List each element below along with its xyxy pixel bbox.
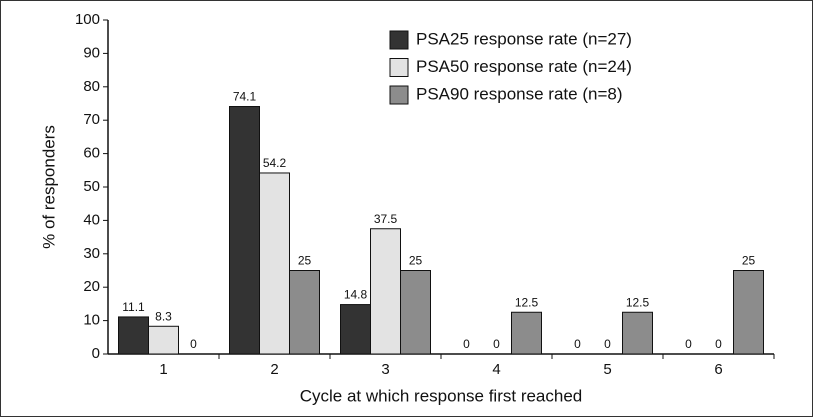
y-tick-label: 80 xyxy=(83,78,100,95)
value-label: 54.2 xyxy=(263,156,287,170)
value-label: 0 xyxy=(685,337,692,351)
y-tick-label: 40 xyxy=(83,211,100,228)
value-label: 0 xyxy=(604,337,611,351)
value-label: 0 xyxy=(574,337,581,351)
value-label: 0 xyxy=(715,337,722,351)
y-tick-label: 10 xyxy=(83,312,100,329)
y-tick-label: 20 xyxy=(83,278,100,295)
bar xyxy=(259,172,290,355)
legend-label: PSA50 response rate (n=24) xyxy=(416,57,632,76)
value-label: 25 xyxy=(742,254,756,268)
legend-label: PSA90 response rate (n=8) xyxy=(416,84,622,103)
value-label: 25 xyxy=(298,254,312,268)
value-label: 37.5 xyxy=(374,212,398,226)
y-tick-label: 30 xyxy=(83,245,100,262)
value-label: 14.8 xyxy=(344,288,368,302)
y-tick-label: 70 xyxy=(83,111,100,128)
bar xyxy=(511,311,542,355)
bar xyxy=(622,311,653,355)
value-label: 0 xyxy=(493,337,500,351)
x-tick-label: 2 xyxy=(270,361,278,378)
value-label: 8.3 xyxy=(155,309,172,323)
y-tick-label: 90 xyxy=(83,44,100,61)
bar xyxy=(370,228,401,355)
value-label: 74.1 xyxy=(233,90,257,104)
x-tick-label: 3 xyxy=(381,361,389,378)
legend-label: PSA25 response rate (n=27) xyxy=(416,29,632,48)
bar xyxy=(148,325,179,355)
value-label: 12.5 xyxy=(626,295,650,309)
y-tick-label: 0 xyxy=(92,345,100,362)
y-axis-title: % of responders xyxy=(39,125,58,249)
legend-swatch xyxy=(389,30,409,50)
bar xyxy=(340,304,371,355)
x-tick-label: 4 xyxy=(492,361,500,378)
y-tick-label: 60 xyxy=(83,145,100,162)
bar xyxy=(118,316,149,355)
y-tick-label: 100 xyxy=(75,11,100,28)
value-label: 11.1 xyxy=(122,300,145,314)
legend-swatch xyxy=(389,85,409,105)
x-tick-label: 6 xyxy=(714,361,722,378)
value-label: 0 xyxy=(463,337,470,351)
x-tick-label: 5 xyxy=(603,361,611,378)
value-label: 0 xyxy=(190,337,197,351)
x-tick-label: 1 xyxy=(159,361,167,378)
bar xyxy=(229,106,260,355)
legend-swatch xyxy=(389,58,409,77)
y-tick-label: 50 xyxy=(83,178,100,195)
bar xyxy=(289,270,320,355)
bar xyxy=(733,270,764,355)
x-axis-title: Cycle at which response first reached xyxy=(300,386,583,405)
bar xyxy=(400,270,431,355)
value-label: 12.5 xyxy=(515,295,539,309)
value-label: 25 xyxy=(409,254,423,268)
